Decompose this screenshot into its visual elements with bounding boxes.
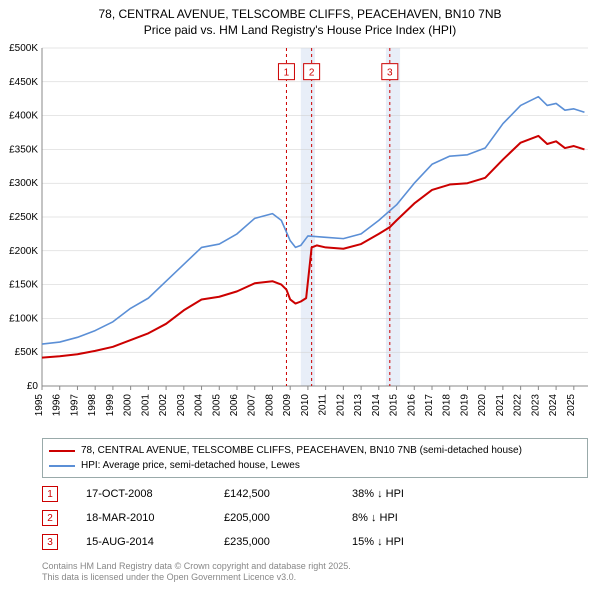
- svg-text:£300K: £300K: [9, 178, 38, 189]
- svg-text:2001: 2001: [140, 394, 151, 417]
- svg-text:2009: 2009: [282, 394, 293, 417]
- svg-text:1998: 1998: [87, 394, 98, 417]
- title-line-2: Price paid vs. HM Land Registry's House …: [10, 22, 590, 38]
- legend-row-1: 78, CENTRAL AVENUE, TELSCOMBE CLIFFS, PE…: [49, 443, 581, 458]
- svg-text:1: 1: [284, 68, 290, 79]
- legend-swatch-1: [49, 450, 75, 452]
- svg-text:2011: 2011: [318, 394, 329, 416]
- legend: 78, CENTRAL AVENUE, TELSCOMBE CLIFFS, PE…: [42, 438, 588, 478]
- svg-text:£150K: £150K: [9, 280, 38, 291]
- svg-text:2013: 2013: [353, 394, 364, 417]
- legend-label-2: HPI: Average price, semi-detached house,…: [81, 458, 300, 473]
- sale-price: £205,000: [224, 512, 324, 524]
- svg-text:1996: 1996: [52, 394, 63, 417]
- legend-row-2: HPI: Average price, semi-detached house,…: [49, 458, 581, 473]
- svg-text:£450K: £450K: [9, 77, 38, 88]
- svg-text:1995: 1995: [34, 394, 45, 417]
- chart-title: 78, CENTRAL AVENUE, TELSCOMBE CLIFFS, PE…: [0, 0, 600, 40]
- sale-events: 1 17-OCT-2008 £142,500 38% ↓ HPI 2 18-MA…: [42, 482, 588, 554]
- svg-text:2012: 2012: [335, 394, 346, 417]
- svg-text:1999: 1999: [105, 394, 116, 417]
- svg-text:1997: 1997: [69, 394, 80, 417]
- footnote: Contains HM Land Registry data © Crown c…: [42, 561, 588, 584]
- svg-text:3: 3: [387, 68, 393, 79]
- title-line-1: 78, CENTRAL AVENUE, TELSCOMBE CLIFFS, PE…: [10, 6, 590, 22]
- svg-text:2005: 2005: [211, 394, 222, 417]
- chart-container: 78, CENTRAL AVENUE, TELSCOMBE CLIFFS, PE…: [0, 0, 600, 590]
- svg-text:2024: 2024: [548, 394, 559, 417]
- sale-marker: 3: [42, 534, 58, 550]
- svg-text:2008: 2008: [264, 394, 275, 417]
- svg-text:£0: £0: [27, 381, 39, 392]
- svg-text:2022: 2022: [513, 394, 524, 417]
- svg-text:2025: 2025: [566, 394, 577, 417]
- sale-row: 3 15-AUG-2014 £235,000 15% ↓ HPI: [42, 530, 588, 554]
- svg-text:2002: 2002: [158, 394, 169, 417]
- svg-text:2020: 2020: [477, 394, 488, 417]
- svg-text:£350K: £350K: [9, 144, 38, 155]
- svg-text:2014: 2014: [371, 394, 382, 417]
- sale-date: 15-AUG-2014: [86, 536, 196, 548]
- svg-text:£100K: £100K: [9, 313, 38, 324]
- legend-label-1: 78, CENTRAL AVENUE, TELSCOMBE CLIFFS, PE…: [81, 443, 522, 458]
- svg-text:2000: 2000: [123, 394, 134, 417]
- sale-price: £142,500: [224, 488, 324, 500]
- svg-text:2017: 2017: [424, 394, 435, 417]
- svg-text:£50K: £50K: [15, 347, 39, 358]
- svg-text:2018: 2018: [442, 394, 453, 417]
- sale-marker: 2: [42, 510, 58, 526]
- sale-row: 2 18-MAR-2010 £205,000 8% ↓ HPI: [42, 506, 588, 530]
- svg-text:£200K: £200K: [9, 246, 38, 257]
- svg-text:2015: 2015: [389, 394, 400, 417]
- sale-row: 1 17-OCT-2008 £142,500 38% ↓ HPI: [42, 482, 588, 506]
- footnote-line-2: This data is licensed under the Open Gov…: [42, 572, 588, 584]
- sale-diff: 38% ↓ HPI: [352, 488, 472, 500]
- sale-date: 17-OCT-2008: [86, 488, 196, 500]
- sale-price: £235,000: [224, 536, 324, 548]
- legend-swatch-2: [49, 465, 75, 467]
- svg-text:2016: 2016: [406, 394, 417, 417]
- svg-text:£500K: £500K: [9, 43, 38, 54]
- svg-text:2003: 2003: [176, 394, 187, 417]
- sale-marker: 1: [42, 486, 58, 502]
- sale-diff: 15% ↓ HPI: [352, 536, 472, 548]
- chart-area: £0 £50K £100K £150K £200K £250K £300K £350K £400…: [0, 42, 600, 432]
- sale-date: 18-MAR-2010: [86, 512, 196, 524]
- svg-text:2006: 2006: [229, 394, 240, 417]
- svg-text:£250K: £250K: [9, 212, 38, 223]
- chart-svg: £0 £50K £100K £150K £200K £250K £300K £350K £400…: [0, 42, 600, 432]
- svg-text:2019: 2019: [459, 394, 470, 417]
- svg-text:2004: 2004: [194, 394, 205, 417]
- svg-text:2007: 2007: [247, 394, 258, 417]
- svg-text:£400K: £400K: [9, 111, 38, 122]
- svg-text:2010: 2010: [300, 394, 311, 417]
- footnote-line-1: Contains HM Land Registry data © Crown c…: [42, 561, 588, 573]
- svg-text:2023: 2023: [530, 394, 541, 417]
- svg-text:2: 2: [309, 68, 315, 79]
- svg-text:2021: 2021: [495, 394, 506, 417]
- sale-diff: 8% ↓ HPI: [352, 512, 472, 524]
